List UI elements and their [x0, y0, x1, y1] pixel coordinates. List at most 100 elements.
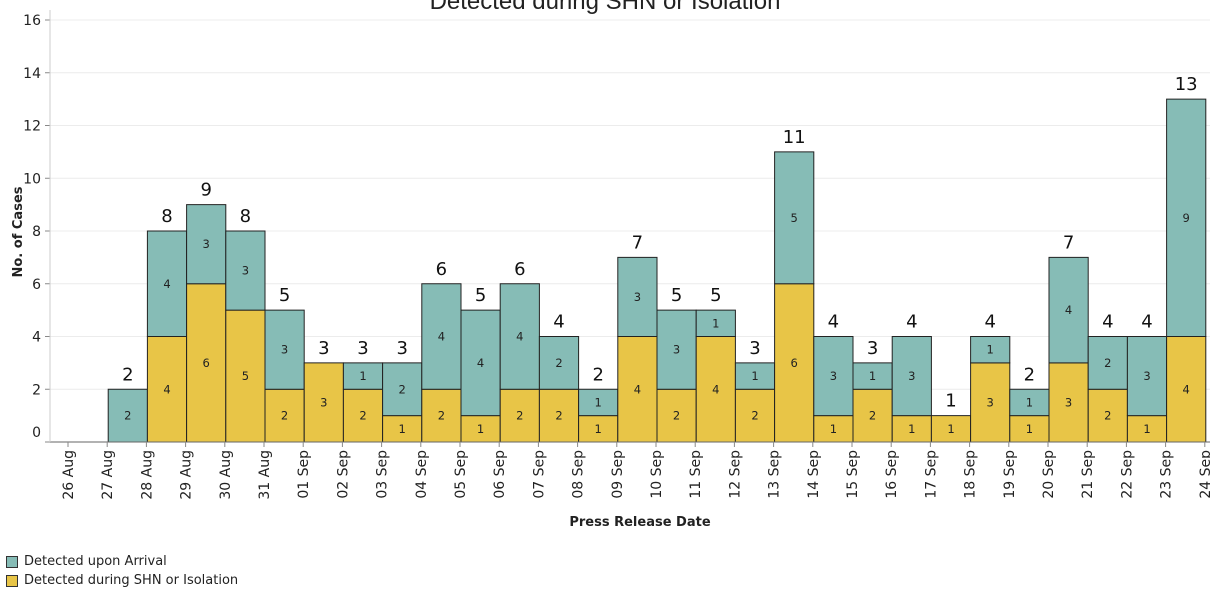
x-tick-label: 27 Aug [100, 450, 116, 500]
x-tick-label: 02 Sep [335, 450, 351, 499]
bar-arrival[interactable] [891, 336, 932, 417]
segment-value-label: 4 [516, 330, 523, 344]
total-value-label: 3 [318, 338, 329, 359]
total-value-label: 5 [710, 285, 721, 306]
x-tick-label: 09 Sep [610, 450, 626, 499]
segment-value-label: 4 [634, 382, 641, 396]
segment-value-label: 1 [595, 422, 602, 436]
segment-value-label: 2 [555, 409, 562, 423]
total-value-label: 7 [632, 232, 643, 253]
bar-arrival[interactable] [578, 388, 619, 417]
total-value-label: 9 [200, 180, 211, 201]
segment-value-label: 5 [242, 369, 249, 383]
segment-value-label: 1 [712, 316, 719, 330]
bar-shn[interactable] [264, 388, 305, 443]
x-tick-label: 28 Aug [139, 450, 155, 500]
total-value-label: 11 [783, 127, 806, 148]
bar-shn[interactable] [186, 283, 227, 443]
legend-item-arrival[interactable]: Detected upon Arrival [6, 552, 238, 571]
total-value-label: 4 [1141, 312, 1152, 333]
y-tick-label: 8 [32, 224, 41, 240]
legend: Detected upon Arrival Detected during SH… [6, 552, 238, 590]
bar-arrival[interactable] [342, 362, 384, 390]
total-value-label: 6 [514, 259, 525, 280]
segment-value-label: 4 [163, 277, 170, 291]
bar-arrival[interactable] [695, 309, 736, 337]
bar-shn[interactable] [460, 415, 501, 443]
x-tick-label: 29 Aug [179, 450, 195, 500]
total-value-label: 8 [240, 206, 251, 227]
segment-value-label: 3 [908, 369, 915, 383]
segment-value-label: 4 [163, 382, 170, 396]
segment-value-label: 1 [869, 369, 876, 383]
segment-value-label: 2 [751, 409, 758, 423]
total-value-label: 4 [984, 312, 995, 333]
bar-shn[interactable] [1166, 336, 1207, 443]
bar-shn[interactable] [695, 336, 736, 443]
y-tick-label: 6 [32, 277, 41, 293]
bar-arrival[interactable] [774, 151, 815, 285]
x-tick-label: 17 Sep [923, 450, 939, 499]
total-value-label: 2 [122, 364, 133, 385]
bar-arrival[interactable] [1087, 336, 1128, 390]
bar-arrival[interactable] [813, 336, 854, 417]
segment-value-label: 3 [987, 395, 994, 409]
segment-value-label: 3 [1143, 369, 1150, 383]
bar-shn[interactable] [774, 283, 815, 443]
y-tick-label: 14 [23, 66, 41, 82]
bar-arrival[interactable] [225, 230, 266, 311]
segment-value-label: 4 [438, 330, 445, 344]
total-value-label: 2 [1024, 364, 1035, 385]
bar-arrival[interactable] [538, 336, 580, 390]
bar-arrival[interactable] [1126, 336, 1168, 417]
bar-shn[interactable] [656, 388, 697, 443]
segment-value-label: 3 [203, 237, 210, 251]
x-tick-label: 23 Sep [1159, 450, 1175, 499]
bar-arrival[interactable] [970, 336, 1011, 364]
segment-value-label: 1 [987, 343, 994, 357]
segment-value-label: 1 [399, 422, 406, 436]
bar-arrival[interactable] [382, 362, 423, 417]
bar-arrival[interactable] [460, 309, 501, 417]
segment-value-label: 2 [438, 409, 445, 423]
x-tick-label: 30 Aug [218, 450, 234, 500]
bar-shn[interactable] [617, 336, 658, 443]
bar-arrival[interactable] [1166, 98, 1207, 337]
segment-value-label: 3 [673, 343, 680, 357]
x-tick-label: 14 Sep [806, 450, 822, 499]
x-tick-label: 03 Sep [375, 450, 391, 499]
x-tick-label: 20 Sep [1041, 450, 1057, 499]
bar-arrival[interactable] [421, 283, 462, 390]
bar-arrival[interactable] [852, 362, 893, 390]
total-value-label: 6 [436, 259, 447, 280]
legend-item-shn[interactable]: Detected during SHN or Isolation [6, 571, 238, 590]
bar-arrival[interactable] [656, 309, 697, 390]
total-value-label: 4 [828, 312, 839, 333]
x-tick-label: 19 Sep [1002, 450, 1018, 499]
segment-value-label: 1 [751, 369, 758, 383]
segment-value-label: 3 [281, 343, 288, 357]
y-tick-label: 10 [23, 171, 41, 187]
bar-shn[interactable] [382, 415, 423, 443]
bar-arrival[interactable] [617, 256, 658, 337]
segment-value-label: 9 [1183, 211, 1190, 225]
segment-value-label: 4 [1065, 303, 1072, 317]
bar-shn[interactable] [342, 388, 384, 443]
segment-value-label: 5 [791, 211, 798, 225]
total-value-label: 3 [396, 338, 407, 359]
bar-arrival[interactable] [734, 362, 776, 390]
bar-arrival[interactable] [264, 309, 305, 390]
segment-value-label: 1 [359, 369, 366, 383]
x-tick-label: 21 Sep [1080, 450, 1096, 499]
bar-shn[interactable] [1048, 362, 1089, 443]
bar-arrival[interactable] [1009, 388, 1050, 417]
segment-value-label: 1 [1026, 422, 1033, 436]
x-tick-label: 08 Sep [571, 450, 587, 499]
total-value-label: 5 [475, 285, 486, 306]
segment-value-label: 6 [791, 356, 798, 370]
bar-arrival[interactable] [1048, 256, 1089, 364]
total-value-label: 3 [749, 338, 760, 359]
legend-swatch-shn [6, 574, 18, 587]
y-tick-label: 2 [32, 382, 41, 398]
